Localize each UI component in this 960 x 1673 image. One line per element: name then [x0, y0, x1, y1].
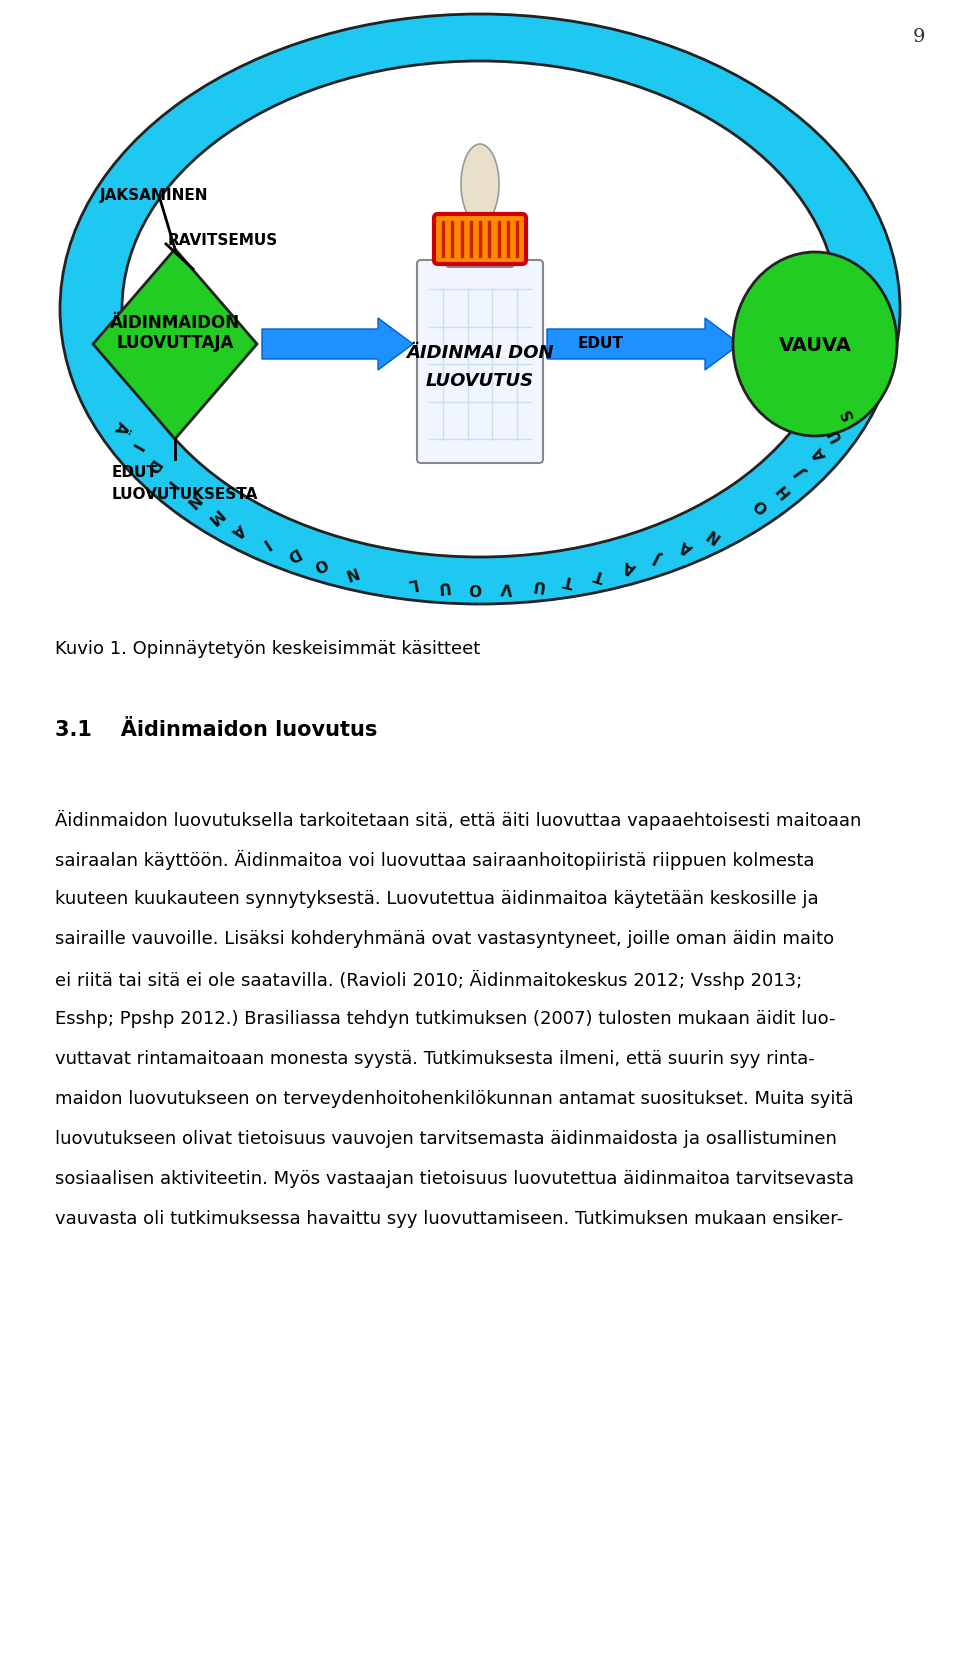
Text: L: L — [405, 576, 418, 591]
Text: A: A — [229, 520, 248, 539]
Text: M: M — [204, 505, 225, 527]
Text: O: O — [311, 554, 329, 574]
Text: A: A — [810, 445, 829, 462]
Text: N: N — [342, 562, 358, 581]
Text: maidon luovutukseen on terveydenhoitohenkilökunnan antamat suositukset. Muita sy: maidon luovutukseen on terveydenhoitohen… — [55, 1089, 853, 1108]
Text: O: O — [468, 579, 481, 594]
FancyArrow shape — [262, 320, 413, 371]
Text: luovutukseen olivat tietoisuus vauvojen tarvitsemasta äidinmaidosta ja osallistu: luovutukseen olivat tietoisuus vauvojen … — [55, 1129, 837, 1148]
Text: EDUT: EDUT — [112, 465, 157, 480]
Text: U: U — [436, 577, 449, 594]
Text: Esshp; Ppshp 2012.) Brasiliassa tehdyn tutkimuksen (2007) tulosten mukaan äidit : Esshp; Ppshp 2012.) Brasiliassa tehdyn t… — [55, 1009, 835, 1027]
Text: S: S — [839, 407, 857, 422]
Text: N: N — [181, 490, 201, 510]
Text: Kuvio 1. Opinnäytetyön keskeisimmät käsitteet: Kuvio 1. Opinnäytetyön keskeisimmät käsi… — [55, 639, 480, 657]
Text: LUOVUTUS: LUOVUTUS — [426, 371, 534, 390]
Text: H: H — [773, 480, 792, 499]
Ellipse shape — [733, 253, 897, 437]
Text: J: J — [795, 465, 810, 478]
Text: 3.1    Äidinmaidon luovutus: 3.1 Äidinmaidon luovutus — [55, 719, 377, 739]
Text: I: I — [163, 477, 178, 490]
Text: VAUVA: VAUVA — [779, 335, 852, 355]
FancyBboxPatch shape — [434, 214, 526, 264]
Text: Ä: Ä — [111, 418, 130, 435]
Text: vuttavat rintamaitoaan monesta syystä. Tutkimuksesta ilmeni, että suurin syy rin: vuttavat rintamaitoaan monesta syystä. T… — [55, 1049, 815, 1067]
Text: U: U — [531, 576, 545, 592]
Text: sairaalan käyttöön. Äidinmaitoa voi luovuttaa sairaanhoitopiiristä riippuen kolm: sairaalan käyttöön. Äidinmaitoa voi luov… — [55, 850, 814, 870]
Text: sosiaalisen aktiviteetin. Myös vastaajan tietoisuus luovutettua äidinmaitoa tarv: sosiaalisen aktiviteetin. Myös vastaajan… — [55, 1169, 854, 1188]
Text: T: T — [592, 565, 607, 582]
FancyArrow shape — [547, 320, 740, 371]
Text: D: D — [142, 457, 161, 475]
Text: sairaille vauvoille. Lisäksi kohderyhmänä ovat vastasyntyneet, joille oman äidin: sairaille vauvoille. Lisäksi kohderyhmän… — [55, 930, 834, 947]
Text: T: T — [563, 572, 576, 589]
Text: ÄIDINMAI DON: ÄIDINMAI DON — [406, 343, 554, 361]
Text: V: V — [500, 579, 513, 594]
Text: D: D — [282, 544, 300, 564]
Text: I: I — [127, 440, 143, 453]
Ellipse shape — [122, 62, 838, 557]
Text: 9: 9 — [913, 28, 925, 45]
Text: vauvasta oli tutkimuksessa havaittu syy luovuttamiseen. Tutkimuksen mukaan ensik: vauvasta oli tutkimuksessa havaittu syy … — [55, 1210, 843, 1228]
Text: A: A — [621, 557, 637, 576]
Text: J: J — [653, 549, 664, 565]
Text: O: O — [751, 495, 771, 515]
Ellipse shape — [60, 15, 900, 604]
Text: ei riitä tai sitä ei ole saatavilla. (Ravioli 2010; Äidinmaitokeskus 2012; Vsshp: ei riitä tai sitä ei ole saatavilla. (Ra… — [55, 969, 803, 989]
Text: Äidinmaidon luovutuksella tarkoitetaan sitä, että äiti luovuttaa vapaaehtoisesti: Äidinmaidon luovutuksella tarkoitetaan s… — [55, 810, 861, 830]
Text: A: A — [678, 537, 695, 555]
Text: kuuteen kuukauteen synnytyksestä. Luovutettua äidinmaitoa käytetään keskosille j: kuuteen kuukauteen synnytyksestä. Luovut… — [55, 890, 819, 907]
Text: ÄIDINMAIDON
LUOVUTTAJA: ÄIDINMAIDON LUOVUTTAJA — [110, 313, 240, 353]
Text: LUOVUTUKSESTA: LUOVUTUKSESTA — [112, 487, 258, 502]
Ellipse shape — [461, 146, 499, 224]
Polygon shape — [93, 249, 257, 440]
Text: U: U — [826, 425, 845, 443]
Text: I: I — [258, 535, 271, 550]
Text: N: N — [704, 525, 722, 544]
FancyBboxPatch shape — [446, 224, 514, 268]
Text: EDUT: EDUT — [578, 335, 624, 350]
Text: JAKSAMINEN: JAKSAMINEN — [100, 187, 208, 202]
FancyBboxPatch shape — [417, 261, 543, 463]
Text: RAVITSEMUS: RAVITSEMUS — [168, 233, 278, 248]
